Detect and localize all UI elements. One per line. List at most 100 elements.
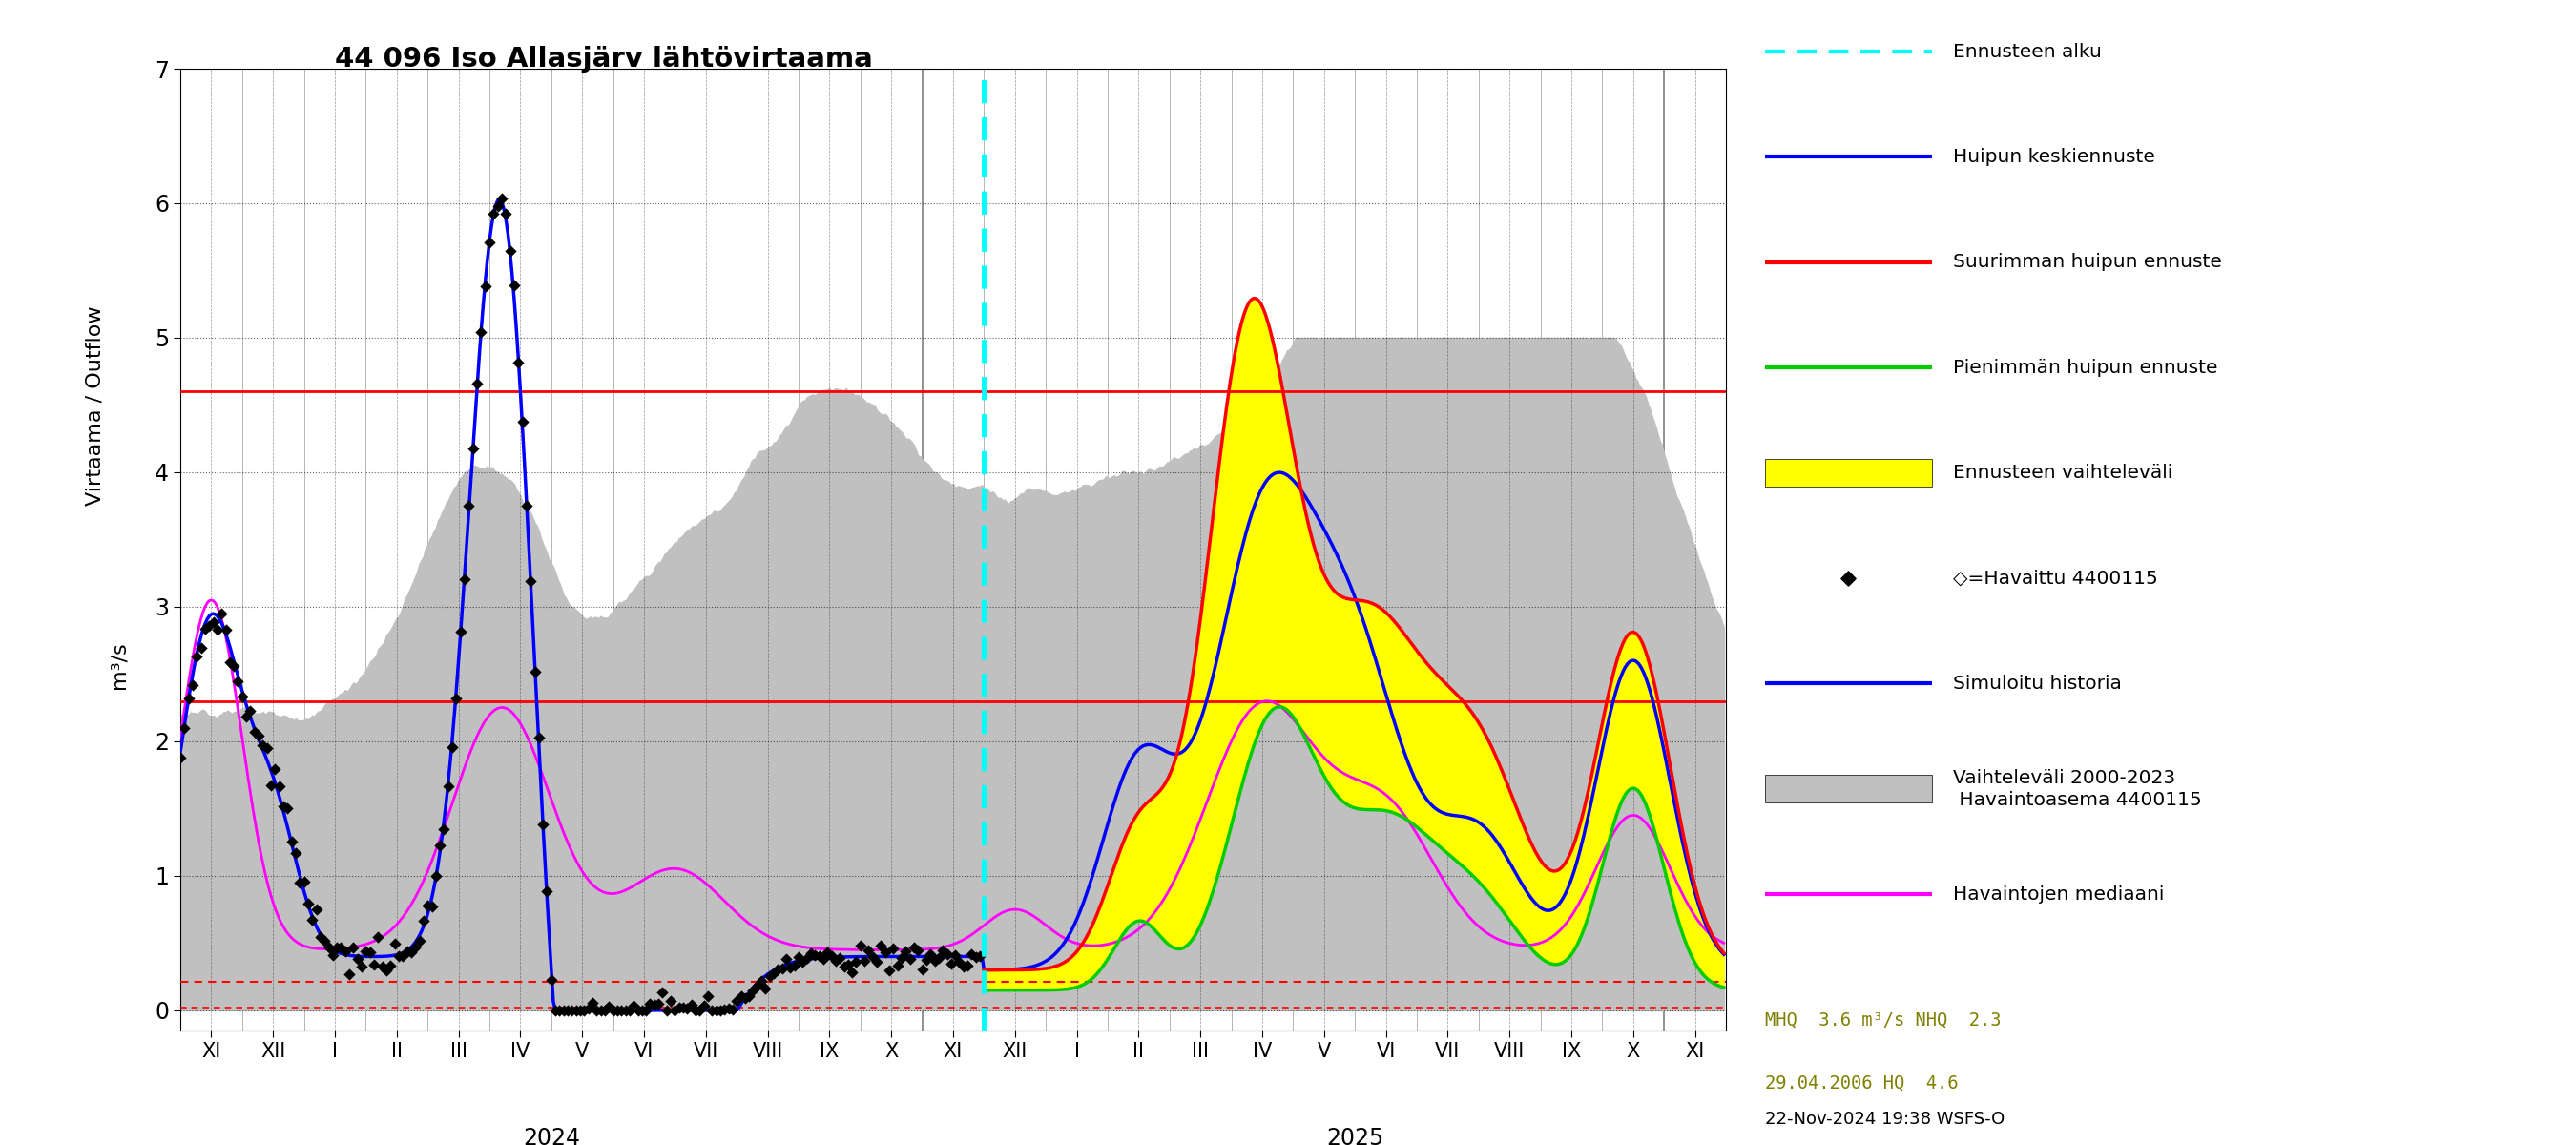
Point: [420, 836, 461, 854]
Point: [353, 956, 394, 974]
Point: [600, 1001, 641, 1019]
Point: [956, 948, 997, 966]
Point: [927, 945, 969, 963]
Point: [907, 951, 948, 970]
Point: [456, 374, 497, 393]
Point: [618, 1001, 659, 1019]
Point: [278, 872, 319, 891]
Point: [523, 815, 564, 834]
Point: [518, 729, 559, 748]
Point: [536, 1001, 577, 1019]
Point: [860, 937, 902, 955]
Point: [559, 1001, 600, 1019]
Point: [793, 946, 835, 964]
Text: m³/s: m³/s: [108, 641, 129, 689]
Point: [567, 1000, 608, 1018]
Point: [948, 956, 989, 974]
Point: [175, 647, 216, 665]
Point: [608, 1001, 649, 1019]
Point: [402, 911, 443, 930]
Text: Suurimman huipun ennuste: Suurimman huipun ennuste: [1953, 253, 2221, 271]
Point: [448, 497, 489, 515]
Point: [742, 972, 783, 990]
Point: [551, 1001, 592, 1019]
Point: [811, 947, 853, 965]
Point: [667, 1000, 708, 1018]
Point: [330, 965, 371, 984]
Point: [572, 994, 613, 1012]
Point: [495, 276, 536, 294]
Text: Ennusteen vaihteleväli: Ennusteen vaihteleväli: [1953, 464, 2172, 482]
Point: [814, 951, 855, 970]
Point: [484, 205, 526, 223]
Point: [662, 998, 703, 1017]
Point: [943, 957, 984, 976]
Text: ◇=Havaittu 4400115: ◇=Havaittu 4400115: [1953, 569, 2159, 587]
Point: [180, 639, 222, 657]
Point: [773, 956, 814, 974]
Point: [659, 998, 701, 1017]
Point: [428, 777, 469, 796]
Point: [592, 1001, 634, 1019]
Point: [876, 956, 917, 974]
Point: [526, 882, 567, 900]
Text: Virtaama / Outflow: Virtaama / Outflow: [85, 306, 106, 505]
Point: [312, 946, 353, 964]
Text: Huipun keskiennuste: Huipun keskiennuste: [1953, 148, 2154, 166]
Point: [229, 702, 270, 720]
Point: [598, 1001, 639, 1019]
Point: [770, 958, 811, 977]
Point: [819, 949, 860, 968]
Point: [247, 740, 289, 758]
Point: [729, 987, 770, 1005]
Point: [799, 947, 840, 965]
Point: [332, 939, 374, 957]
Point: [167, 689, 209, 708]
Point: [703, 1001, 744, 1019]
Point: [951, 945, 992, 963]
Point: [577, 1001, 618, 1019]
Point: [853, 947, 894, 965]
Point: [309, 938, 350, 956]
Point: [896, 941, 938, 960]
Point: [752, 964, 793, 982]
Point: [222, 687, 263, 705]
Point: [546, 1001, 587, 1019]
Point: [345, 942, 386, 961]
Point: [737, 977, 778, 995]
Point: [196, 621, 237, 639]
Point: [917, 949, 958, 968]
Point: [489, 242, 531, 260]
Point: [580, 1001, 621, 1019]
Point: [680, 1001, 721, 1019]
Point: [304, 932, 345, 950]
Point: [340, 957, 381, 976]
Point: [894, 938, 935, 956]
Point: [832, 963, 873, 981]
Point: [762, 960, 804, 978]
Point: [804, 950, 845, 969]
Point: [587, 997, 629, 1016]
Point: [696, 1001, 737, 1019]
Text: Havaintojen mediaani: Havaintojen mediaani: [1953, 885, 2164, 903]
Point: [732, 981, 773, 1000]
Point: [564, 1001, 605, 1019]
Point: [724, 989, 765, 1008]
Point: [505, 497, 546, 515]
Point: [881, 949, 922, 968]
Point: [845, 951, 886, 970]
Point: [350, 942, 392, 961]
Point: [783, 953, 824, 971]
Point: [250, 776, 291, 795]
Point: [786, 948, 827, 966]
Point: [453, 439, 495, 457]
Point: [209, 653, 250, 671]
Point: [440, 623, 482, 641]
Point: [319, 938, 361, 956]
Point: [930, 955, 971, 973]
Point: [299, 927, 340, 946]
Point: [361, 957, 402, 976]
Point: [502, 413, 544, 432]
Point: [649, 992, 690, 1010]
Point: [276, 844, 317, 862]
